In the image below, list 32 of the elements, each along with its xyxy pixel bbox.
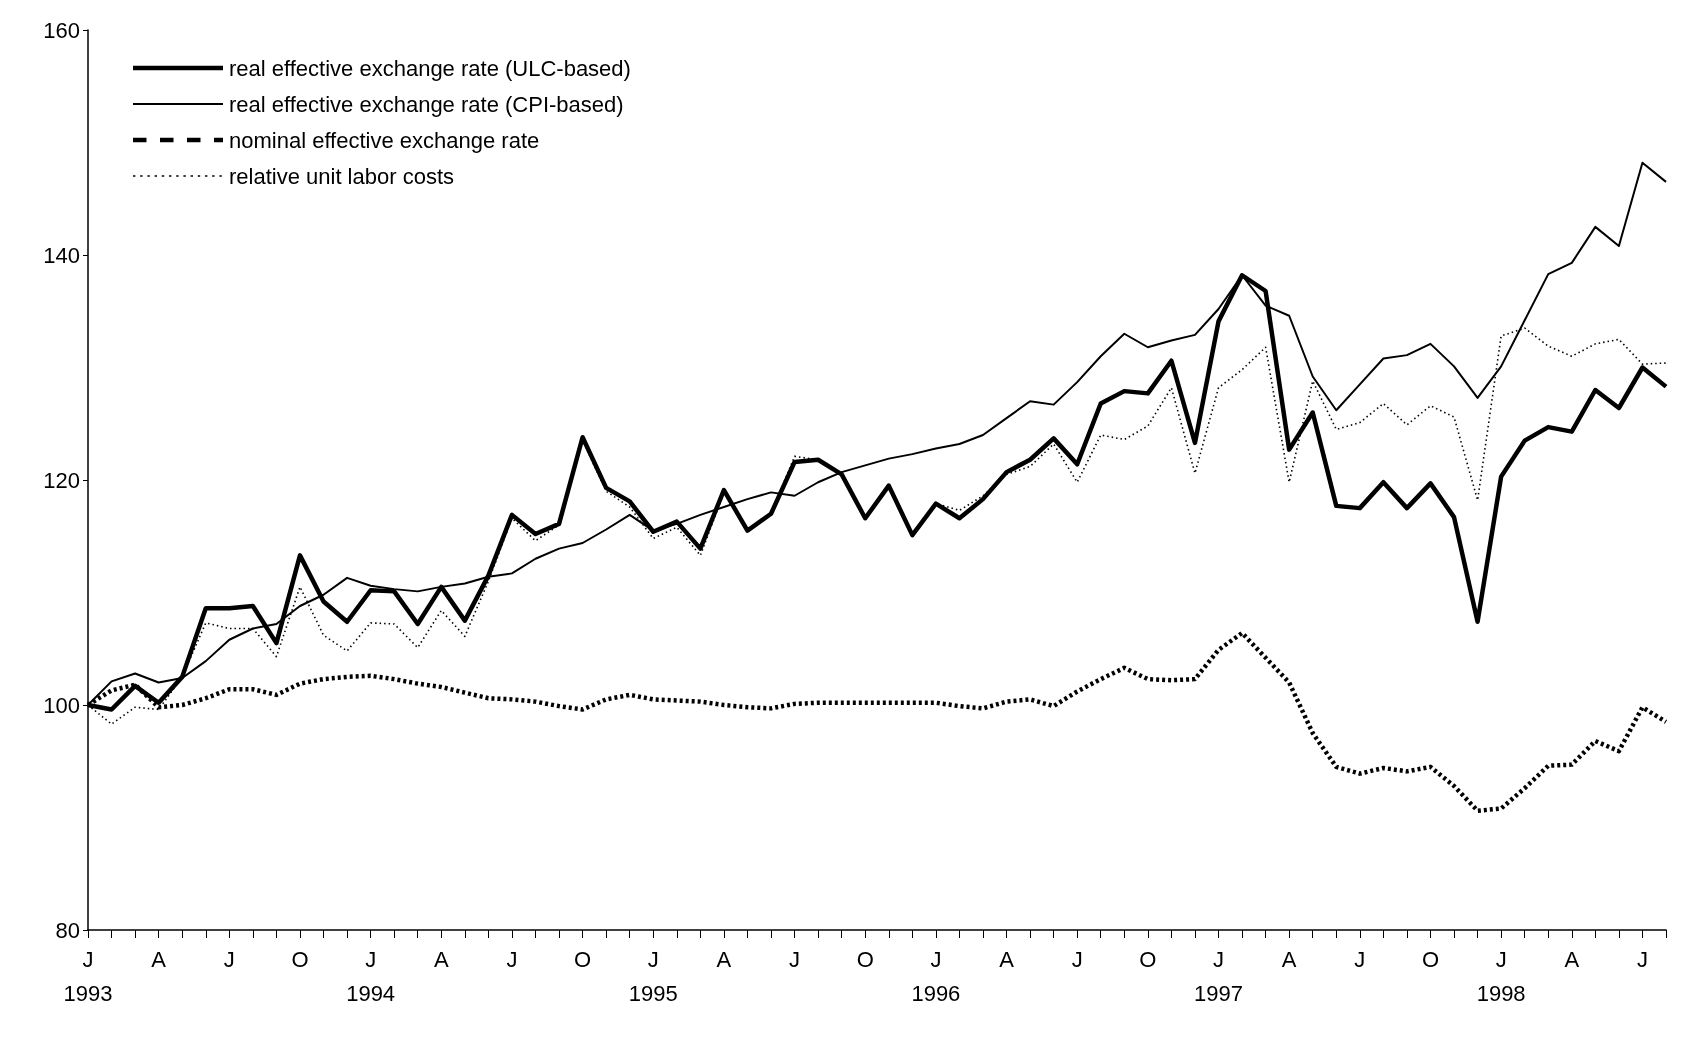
x-tick-label: A [151,946,167,972]
y-tick-label: 100 [43,692,80,718]
x-tick-label: O [1139,946,1157,972]
x-tick-label: O [291,946,309,972]
x-tick-label: J [506,946,518,972]
legend-label: nominal effective exchange rate [229,127,540,153]
x-tick-label: J [1636,946,1648,972]
x-tick-label: O [574,946,592,972]
x-tick-label: O [856,946,874,972]
legend-label: real effective exchange rate (ULC-based) [229,55,631,81]
legend-label: real effective exchange rate (CPI-based) [229,91,624,117]
x-tick-label: J [789,946,801,972]
x-tick-label: J 1995 [628,946,678,1006]
x-tick-label: J [223,946,235,972]
x-tick-label: J 1994 [346,946,396,1006]
x-tick-label: A [1281,946,1297,972]
x-tick-label: J 1996 [911,946,961,1006]
x-tick-label: A [716,946,732,972]
x-tick-label: J 1998 [1476,946,1526,1006]
x-tick-label: J [1354,946,1366,972]
y-tick-label: 160 [43,17,80,43]
x-tick-label: A [433,946,449,972]
y-tick-label: 80 [55,917,80,943]
y-tick-label: 120 [43,467,80,493]
x-tick-label: J 1997 [1194,946,1243,1006]
x-tick-label: J [1071,946,1083,972]
legend-label: relative unit labor costs [229,163,454,189]
x-tick-label: J 1993 [63,946,113,1006]
x-tick-label: A [999,946,1015,972]
x-tick-label: A [1564,946,1580,972]
x-tick-label: O [1421,946,1440,972]
y-tick-label: 140 [43,242,80,268]
